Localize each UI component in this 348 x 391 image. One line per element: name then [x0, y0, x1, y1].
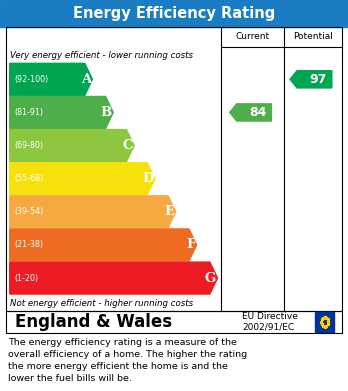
Text: G: G	[205, 272, 216, 285]
Polygon shape	[10, 97, 113, 128]
Polygon shape	[10, 196, 176, 228]
Text: Not energy efficient - higher running costs: Not energy efficient - higher running co…	[10, 298, 193, 308]
Text: E: E	[165, 205, 174, 218]
Polygon shape	[10, 229, 197, 261]
Text: EU Directive: EU Directive	[242, 312, 298, 321]
Text: Very energy efficient - lower running costs: Very energy efficient - lower running co…	[10, 50, 193, 60]
Bar	[315, 312, 334, 332]
Text: 97: 97	[309, 73, 326, 86]
Text: B: B	[101, 106, 112, 119]
Polygon shape	[230, 104, 271, 121]
Text: F: F	[186, 239, 195, 251]
Text: D: D	[142, 172, 153, 185]
Polygon shape	[290, 71, 332, 88]
Text: 84: 84	[249, 106, 266, 119]
Polygon shape	[10, 129, 134, 161]
Text: A: A	[81, 73, 91, 86]
Text: Potential: Potential	[293, 32, 333, 41]
Polygon shape	[10, 163, 155, 195]
Text: 2002/91/EC: 2002/91/EC	[242, 323, 294, 332]
Bar	[6, 311, 342, 333]
Text: (69-80): (69-80)	[14, 141, 43, 150]
Text: Current: Current	[235, 32, 269, 41]
Text: (92-100): (92-100)	[14, 75, 48, 84]
Text: England & Wales: England & Wales	[15, 313, 172, 331]
Polygon shape	[10, 262, 218, 294]
Bar	[6, 27, 342, 311]
Bar	[0, 0, 348, 27]
Text: (81-91): (81-91)	[14, 108, 43, 117]
Text: (39-54): (39-54)	[14, 207, 43, 216]
Text: Energy Efficiency Rating: Energy Efficiency Rating	[73, 6, 275, 21]
Text: (21-38): (21-38)	[14, 240, 43, 249]
Polygon shape	[10, 63, 93, 95]
Text: C: C	[122, 139, 133, 152]
Text: The energy efficiency rating is a measure of the
overall efficiency of a home. T: The energy efficiency rating is a measur…	[8, 338, 247, 383]
Text: (55-68): (55-68)	[14, 174, 43, 183]
Text: (1-20): (1-20)	[14, 274, 38, 283]
